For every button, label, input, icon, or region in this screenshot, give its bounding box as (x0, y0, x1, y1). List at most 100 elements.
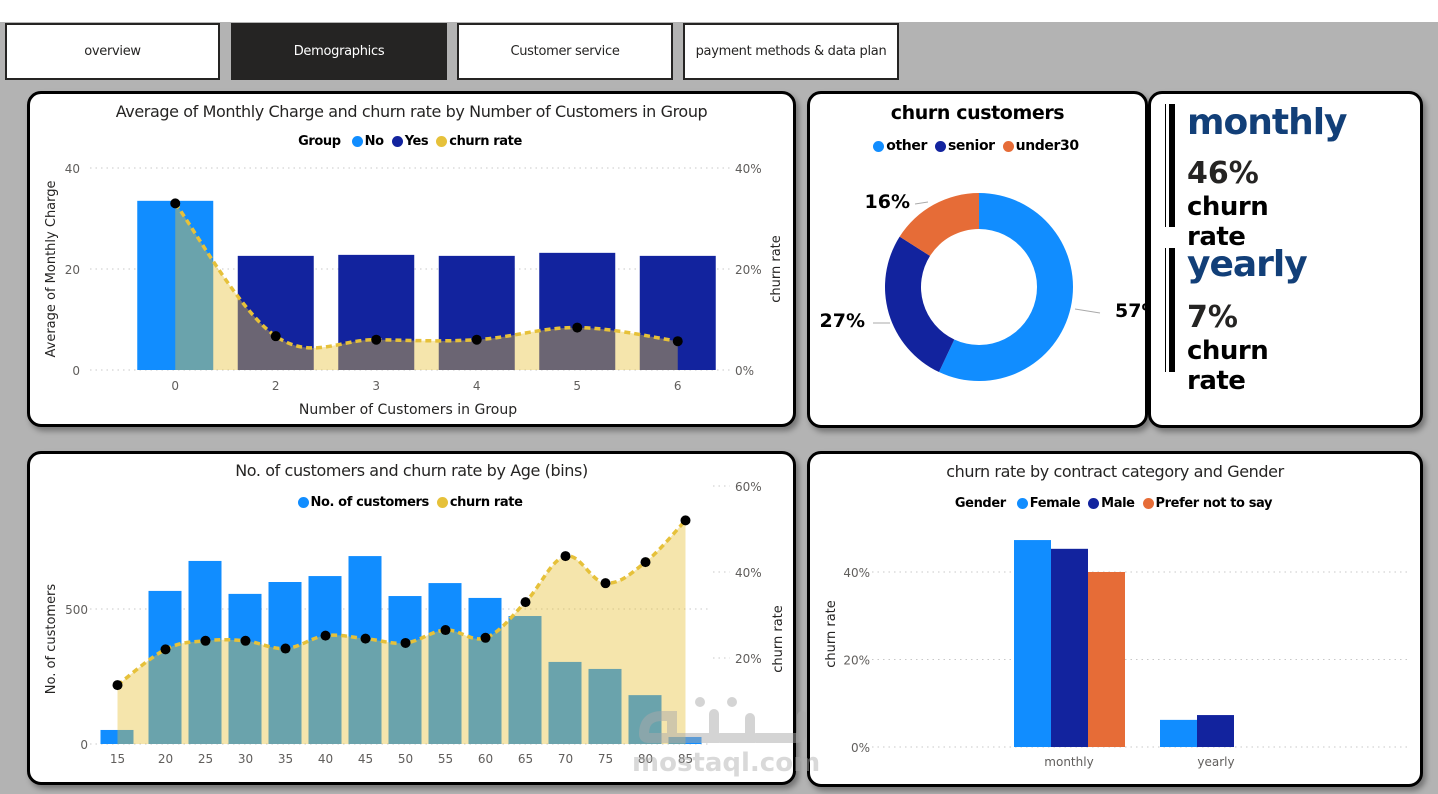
legend-item-customers[interactable]: No. of customers (297, 495, 430, 510)
donut-chart-svg: 57% 27% 16% (820, 191, 1145, 381)
x-tick-label: 30 (238, 752, 253, 766)
legend-item-churn-rate[interactable]: churn rate (436, 495, 523, 510)
churn-point (680, 515, 691, 526)
bar-male (1051, 548, 1088, 747)
x-tick-label: 2 (272, 379, 280, 393)
churn-point (440, 625, 451, 636)
bar-customers (348, 556, 382, 744)
legend-dot (934, 140, 946, 152)
y2-axis-title: churn rate (769, 235, 784, 303)
legend-dot (351, 136, 363, 147)
y2-tick-label: 20% (735, 263, 762, 277)
y-axis-title: No. of customers (44, 584, 59, 695)
legend-item-prefer-not[interactable]: Prefer not to say (1142, 496, 1273, 511)
bar-customers (508, 616, 542, 744)
churn-point (280, 643, 291, 654)
y-tick-label: 0 (80, 738, 88, 752)
legend-dot (297, 497, 309, 508)
data-label: 16% (865, 191, 910, 213)
bar-yes (438, 255, 515, 370)
chart-title: No. of customers and churn rate by Age (… (235, 461, 588, 480)
bar-no (137, 200, 214, 370)
churn-point (572, 322, 583, 333)
donut-slice-senior (885, 236, 955, 373)
leader-line (1074, 308, 1101, 314)
churn-point (640, 557, 651, 568)
bar-customers (100, 729, 134, 744)
bar-customers (308, 576, 342, 744)
bar-customers (268, 582, 302, 744)
y-tick-label: 20% (843, 654, 870, 668)
churn-point (672, 336, 683, 347)
legend-item-senior[interactable]: senior (934, 138, 995, 154)
bar-customers (388, 596, 422, 744)
bar-female (1014, 540, 1051, 747)
y2-tick-label: 20% (735, 652, 762, 666)
bar-customers (228, 593, 262, 744)
churn-point (480, 632, 491, 643)
legend-item-churn-rate[interactable]: churn rate (436, 134, 522, 149)
legend-dot (1142, 498, 1154, 509)
bar-customers (148, 590, 182, 744)
legend-label: Yes (404, 134, 429, 149)
x-tick-label: monthly (1044, 755, 1093, 769)
x-tick-label: 40 (318, 752, 333, 766)
churn-point (471, 334, 482, 345)
x-tick-label: 6 (674, 379, 682, 393)
tab-payment-methods[interactable]: payment methods & data plan (683, 23, 899, 80)
churn-customers-panel: churn customers other senior under30 57%… (807, 91, 1148, 428)
y2-tick-label: 40% (735, 162, 762, 176)
churn-point (320, 630, 331, 641)
y-tick-label: 0 (72, 364, 80, 378)
group-chart-panel: Average of Monthly Charge and churn rate… (27, 91, 796, 427)
churn-point (371, 334, 382, 345)
legend-dot (1088, 498, 1100, 509)
bar-female (1160, 719, 1197, 747)
x-tick-label: 35 (278, 752, 293, 766)
x-tick-label: 80 (638, 752, 653, 766)
kpi-title: monthly (1187, 102, 1348, 143)
legend-item-under30[interactable]: under30 (1002, 138, 1079, 154)
donut-slice-under30 (899, 193, 979, 256)
x-tick-label: 60 (478, 752, 493, 766)
tab-label: payment methods & data plan (695, 44, 887, 59)
bar-customers (428, 583, 462, 744)
kpi-value: 7% (1187, 300, 1238, 335)
churn-line (173, 202, 678, 350)
legend-item-male[interactable]: Male (1088, 496, 1135, 511)
y-tick-label: 20 (65, 263, 80, 277)
churn-point (270, 331, 281, 342)
x-tick-label: 50 (398, 752, 413, 766)
legend-item-other[interactable]: other (873, 138, 927, 154)
tab-customer-service[interactable]: Customer service (457, 23, 673, 80)
chart-legend: No. of customers churn rate (30, 495, 793, 510)
legend-dot (436, 497, 448, 508)
bar-customers (468, 597, 502, 744)
kpi-accent-bar (1165, 248, 1175, 372)
kpi-title: yearly (1187, 244, 1308, 285)
legend-label: Prefer not to say (1155, 496, 1273, 511)
tab-overview[interactable]: overview (5, 23, 220, 80)
y2-tick-label: 0% (735, 364, 754, 378)
legend-item-no[interactable]: No (351, 134, 384, 149)
legend-item-yes[interactable]: Yes (391, 134, 429, 149)
kpi-label: churn rate (1187, 336, 1269, 396)
x-tick-label: 25 (198, 752, 213, 766)
bar-yes (639, 255, 716, 370)
legend-label: Female (1029, 496, 1081, 511)
churn-point (560, 551, 571, 562)
legend-item-female[interactable]: Female (1016, 496, 1081, 511)
bar-yes (539, 252, 616, 370)
x-tick-label: 45 (358, 752, 373, 766)
legend-label: churn rate (449, 495, 523, 510)
legend-title: Group (298, 134, 341, 149)
tab-label: overview (84, 44, 141, 59)
legend-label: senior (947, 138, 995, 154)
x-tick-label: 75 (598, 752, 613, 766)
legend-dot (1016, 498, 1028, 509)
legend-label: other (886, 138, 927, 154)
tab-demographics[interactable]: Demographics (231, 23, 447, 80)
legend-label: No. of customers (310, 495, 430, 510)
chart-legend: Group No Yes churn rate (30, 134, 793, 149)
kpi-label: churn rate (1187, 192, 1269, 252)
